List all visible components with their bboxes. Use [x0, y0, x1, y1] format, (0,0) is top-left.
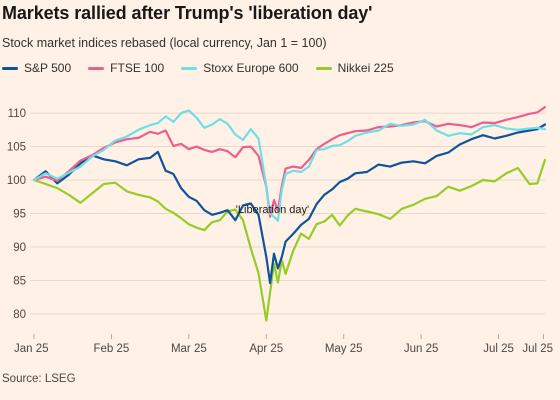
- x-tick-labels: Jan 25 Feb 25 Mar 25 Apr 25 May 25 Jun 25 Jul …: [14, 343, 553, 355]
- series-line-sp500: [32, 123, 547, 285]
- x-tick-label: Jan 25: [14, 343, 49, 355]
- series-line-stoxx600: [32, 109, 547, 222]
- x-tick-label: Mar 25: [171, 343, 207, 355]
- y-tick-labels: 80 85 90 95 100 105 110: [7, 108, 26, 321]
- y-tick-label: 80: [13, 309, 26, 321]
- x-tick-label: Jul 25: [522, 343, 553, 355]
- y-tick-label: 95: [13, 209, 26, 221]
- x-tick-label: May 25: [325, 343, 363, 355]
- legend-swatch-ftse100: [88, 66, 105, 70]
- legend-swatch-stoxx600: [181, 66, 198, 70]
- legend-item-ftse100: FTSE 100: [88, 61, 164, 75]
- chart-subtitle: Stock market indices rebased (local curr…: [2, 36, 327, 50]
- annotation-label: 'Liberation day': [236, 204, 309, 216]
- grid-layer: [30, 112, 545, 339]
- series-line-ftse100: [32, 105, 547, 218]
- legend-label-sp500: S&P 500: [24, 61, 72, 75]
- legend-label-ftse100: FTSE 100: [110, 61, 165, 75]
- series-line-nikkei225: [32, 158, 547, 322]
- x-tick-label: Jul 25: [483, 343, 514, 355]
- source-note: Source: LSEG: [2, 373, 76, 385]
- legend-label-stoxx600: Stoxx Europe 600: [203, 61, 299, 75]
- legend-item-stoxx600: Stoxx Europe 600: [181, 61, 299, 75]
- x-tick-label: Apr 25: [249, 343, 283, 355]
- annotation-layer: 'Liberation day': [236, 204, 309, 216]
- y-tick-label: 90: [13, 242, 26, 254]
- legend-label-nikkei225: Nikkei 225: [337, 61, 394, 75]
- x-tick-label: Jun 25: [404, 343, 439, 355]
- legend-item-sp500: S&P 500: [2, 61, 71, 75]
- legend-swatch-nikkei225: [315, 66, 332, 70]
- y-tick-label: 105: [7, 142, 26, 154]
- series-lines: [32, 105, 547, 322]
- legend-swatch-sp500: [2, 66, 18, 70]
- y-tick-label: 110: [8, 108, 26, 120]
- x-tick-label: Feb 25: [94, 343, 130, 355]
- chart-legend: S&P 500 FTSE 100 Stoxx Europe 600 Nikkei…: [2, 61, 394, 75]
- legend-item-nikkei225: Nikkei 225: [315, 61, 394, 75]
- chart-title: Markets rallied after Trump's 'liberatio…: [2, 3, 373, 23]
- y-tick-label: 85: [13, 275, 26, 287]
- y-tick-label: 100: [7, 175, 26, 187]
